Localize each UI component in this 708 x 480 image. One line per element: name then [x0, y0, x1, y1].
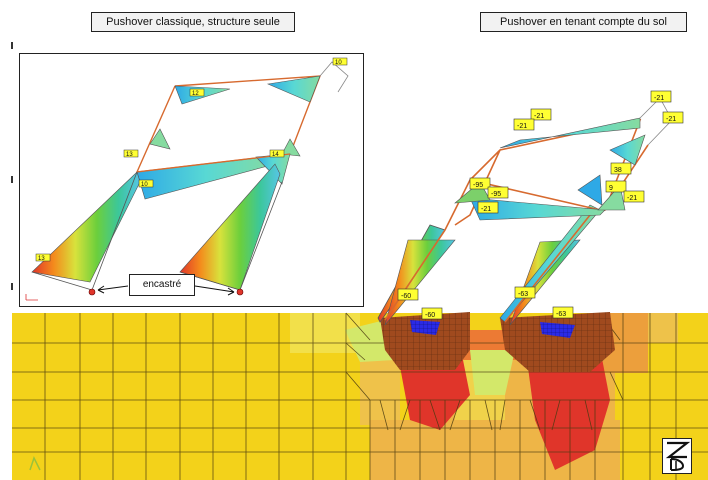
label-flag	[189, 88, 205, 97]
label-text: -63	[518, 291, 528, 298]
label-text: -21	[517, 123, 527, 130]
label-text: -60	[401, 293, 411, 300]
label-flag	[552, 306, 574, 319]
label-flag	[610, 162, 632, 175]
label-flag	[332, 57, 348, 66]
label-flag	[477, 201, 499, 214]
brand-logo	[662, 438, 692, 474]
caption-classic-pushover: Pushover classique, structure seule	[91, 12, 295, 32]
label-text: -21	[666, 116, 676, 123]
label-flag	[469, 177, 491, 190]
right-moment-labels: -21 -21 -21 -21 -95 -95 38 9 -21 -21 -60…	[397, 90, 684, 320]
label-text: -63	[556, 311, 566, 318]
caption-soil-pushover: Pushover en tenant compte du sol	[480, 12, 687, 32]
label-flag	[513, 118, 535, 131]
label-flag	[123, 149, 139, 158]
label-text: 13	[38, 256, 45, 262]
label-text: 10	[141, 182, 148, 188]
axis-tick	[11, 176, 13, 183]
label-flag	[138, 179, 154, 188]
label-text: -21	[534, 113, 544, 120]
label-flag	[514, 286, 536, 299]
label-text: -95	[473, 182, 483, 189]
label-flag	[397, 288, 419, 301]
label-flag	[269, 149, 285, 158]
axis-tick	[11, 42, 13, 49]
logo-icon	[665, 441, 691, 471]
label-text: 38	[614, 167, 622, 174]
label-flag	[35, 253, 51, 262]
label-flag	[662, 111, 684, 124]
label-text: 9	[609, 185, 613, 192]
label-text: 14	[272, 152, 279, 158]
label-text: -60	[425, 312, 435, 319]
label-flag	[487, 186, 509, 199]
label-flag	[623, 190, 645, 203]
label-flag	[605, 180, 627, 193]
label-text: -21	[481, 206, 491, 213]
label-text: 13	[126, 152, 133, 158]
left-frame: 10 12 13 14 10 13	[25, 57, 349, 301]
axis-tick	[11, 283, 13, 290]
label-flag	[650, 90, 672, 103]
label-text: 12	[192, 91, 199, 97]
label-flag	[530, 108, 552, 121]
classic-pushover-panel: 10 12 13 14 10 13	[19, 53, 364, 307]
label-text: 10	[335, 60, 342, 66]
label-text: -95	[491, 191, 501, 198]
callout-fixed-support: encastré	[129, 274, 195, 296]
label-flag	[421, 307, 443, 320]
label-text: -21	[627, 195, 637, 202]
soil-mesh	[12, 312, 708, 480]
label-text: -21	[654, 95, 664, 102]
